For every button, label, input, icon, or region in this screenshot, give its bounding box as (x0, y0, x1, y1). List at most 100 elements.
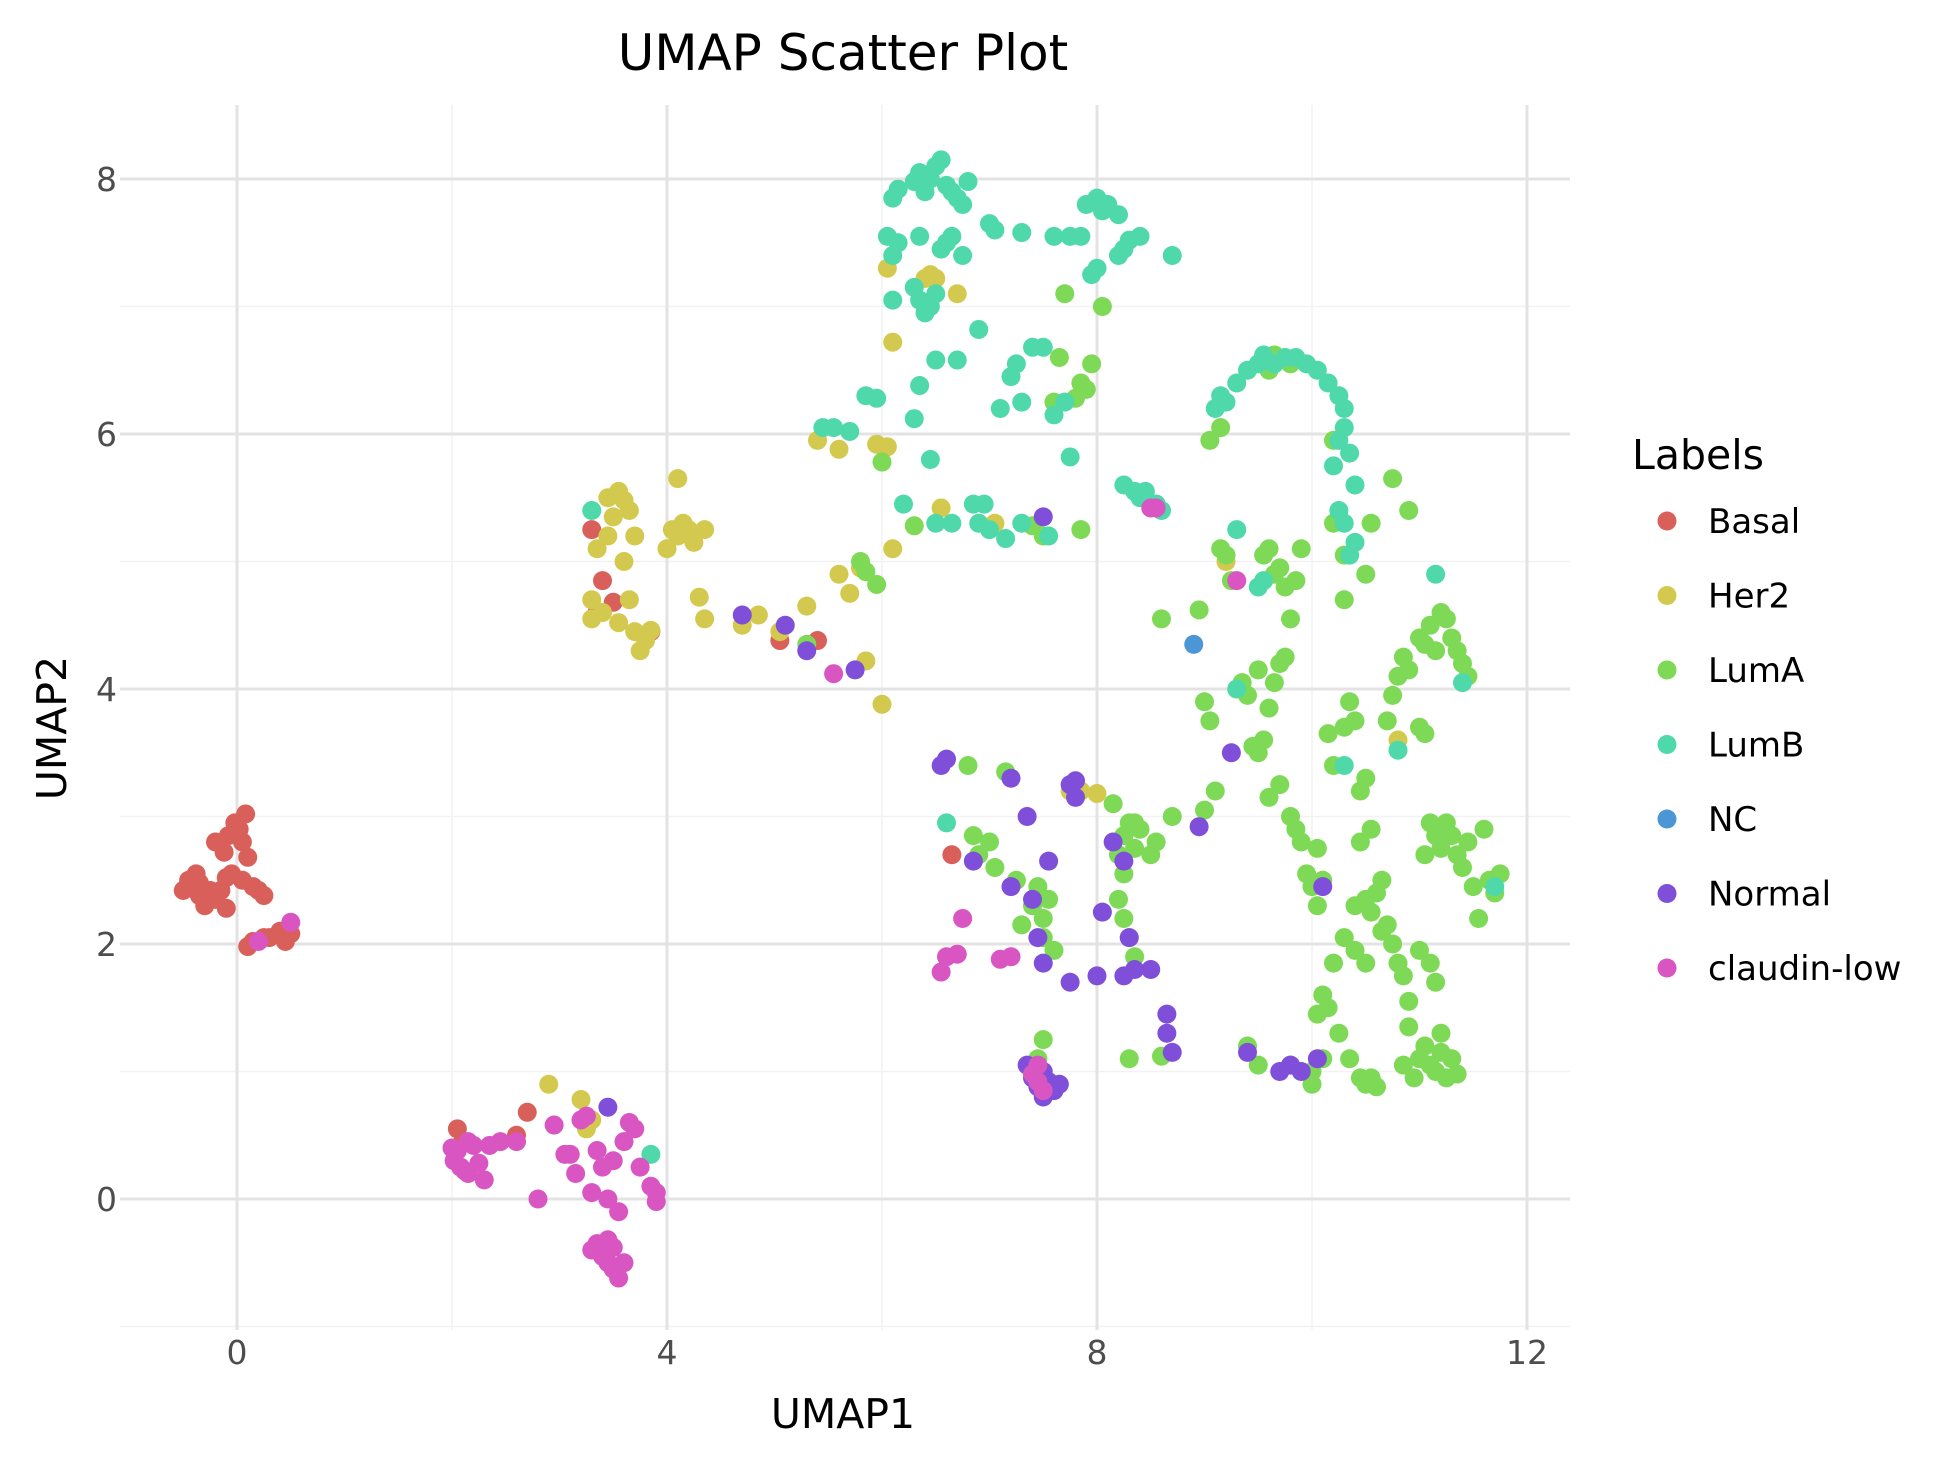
y-tick-label: 4 (96, 670, 117, 709)
data-point (937, 749, 956, 769)
data-point (958, 172, 978, 192)
minor-gridlines (120, 105, 1570, 1330)
data-point (657, 539, 677, 559)
data-point (1259, 787, 1279, 807)
data-point (1135, 481, 1155, 501)
data-point (996, 529, 1016, 549)
data-point (1329, 430, 1349, 450)
data-point (238, 847, 258, 867)
data-point (888, 179, 908, 199)
data-point (1248, 577, 1268, 597)
data-point (236, 804, 256, 824)
data-point (1324, 953, 1343, 973)
data-point (910, 376, 930, 396)
data-point (582, 520, 602, 540)
data-point (490, 1132, 510, 1152)
data-point (1012, 223, 1032, 243)
legend-swatch (1657, 735, 1677, 754)
data-point (1291, 832, 1311, 852)
data-point (910, 226, 930, 246)
data-point (1227, 571, 1247, 591)
data-point (603, 1237, 623, 1257)
data-point (920, 450, 940, 469)
data-point (1087, 258, 1107, 278)
data-point (1270, 558, 1290, 578)
data-point (1340, 692, 1360, 712)
legend-item: Her2 (1657, 577, 1790, 617)
data-point (593, 571, 612, 591)
data-point (969, 319, 989, 339)
data-point (1393, 966, 1413, 986)
data-point (883, 539, 903, 559)
data-point (1324, 456, 1343, 476)
data-point (1200, 711, 1220, 731)
legend-swatch (1657, 586, 1677, 605)
data-point (1436, 609, 1456, 629)
data-point (646, 1192, 666, 1212)
data-point (947, 944, 967, 964)
data-point (1066, 771, 1085, 791)
data-point (1087, 966, 1107, 986)
data-point (1195, 800, 1214, 820)
data-point (528, 1189, 548, 1209)
legend-items: Basal Her2 LumA LumB NC Normal claudin-low (1657, 502, 1901, 989)
data-point (1092, 902, 1112, 922)
data-point (883, 290, 903, 310)
data-point (1028, 1055, 1048, 1075)
data-point (867, 574, 887, 594)
data-point (582, 501, 602, 520)
data-point (566, 1164, 586, 1183)
data-point (1049, 348, 1069, 367)
data-point (1318, 373, 1338, 393)
data-point (1361, 819, 1381, 839)
data-point (1076, 379, 1096, 399)
data-point (1227, 520, 1247, 540)
legend-label: claudin-low (1708, 949, 1901, 989)
y-tick-label: 6 (96, 415, 117, 454)
data-point (1109, 205, 1128, 225)
data-point (1125, 838, 1145, 858)
data-point (1474, 819, 1494, 839)
data-point (1039, 526, 1059, 546)
data-point (1372, 870, 1392, 890)
data-point (942, 513, 962, 533)
data-point (1270, 775, 1290, 795)
legend-label: NC (1708, 800, 1757, 840)
series-basal (173, 520, 962, 1152)
data-point (1152, 609, 1171, 629)
data-point (1485, 877, 1505, 897)
legend-label: Basal (1708, 502, 1800, 542)
series-her2 (539, 258, 1408, 1139)
data-point (214, 842, 234, 862)
data-point (1453, 673, 1472, 693)
x-tick-label: 0 (227, 1333, 248, 1372)
legend-label: LumB (1708, 726, 1804, 766)
data-point (1340, 545, 1360, 565)
data-point (1238, 1042, 1257, 1062)
data-point (1066, 787, 1085, 807)
data-point (963, 851, 983, 871)
data-point (748, 605, 768, 625)
legend-item: LumA (1657, 651, 1804, 691)
data-point (1318, 998, 1338, 1018)
data-point (1307, 896, 1327, 916)
data-point (1195, 692, 1214, 712)
data-point (614, 552, 634, 571)
x-tick-label: 12 (1506, 1333, 1548, 1372)
y-axis-title: UMAP2 (28, 656, 76, 800)
data-point (845, 660, 865, 680)
data-point (1259, 698, 1279, 718)
data-point (1399, 501, 1419, 520)
data-point (517, 1102, 537, 1122)
data-point (1334, 590, 1354, 610)
x-tick-label: 4 (657, 1333, 678, 1372)
data-point (797, 641, 817, 661)
data-point (1291, 539, 1311, 559)
data-point (1044, 405, 1064, 425)
data-point (824, 418, 844, 438)
data-point (1383, 934, 1403, 954)
data-point (281, 912, 301, 932)
data-point (576, 1106, 596, 1126)
data-point (1415, 845, 1435, 865)
data-point (1361, 902, 1381, 922)
